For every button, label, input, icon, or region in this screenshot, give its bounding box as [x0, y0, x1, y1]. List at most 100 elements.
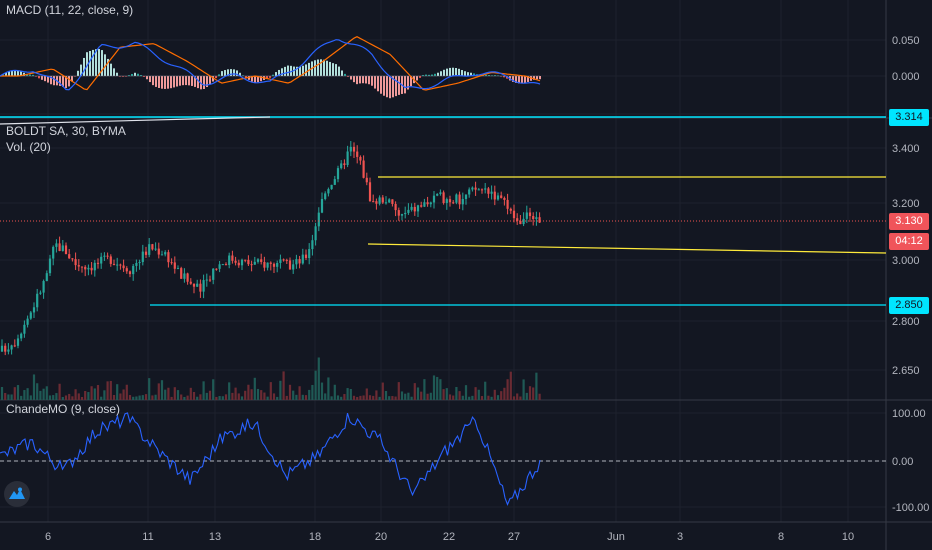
candle-body	[29, 312, 32, 319]
candle-body	[71, 258, 74, 260]
candle-body	[205, 279, 208, 281]
volume-bar	[352, 395, 356, 400]
macd-histogram-bar	[389, 76, 391, 99]
volume-bar	[144, 394, 148, 400]
macd-histogram-bar	[329, 61, 331, 76]
macd-histogram-bar	[224, 70, 226, 76]
volume-bar	[196, 396, 199, 400]
candle-body	[64, 245, 68, 255]
candle-body	[266, 262, 269, 268]
volume-bar	[20, 395, 23, 400]
volume-bar	[45, 386, 48, 400]
volume-bar	[103, 390, 106, 400]
volume-bars	[0, 357, 541, 400]
candle-body	[215, 268, 218, 270]
candle-body	[340, 163, 343, 169]
candle-body	[282, 259, 285, 261]
macd-histogram-bar	[158, 76, 160, 88]
candle-body	[509, 208, 512, 211]
candle-body	[397, 210, 400, 216]
macd-histogram-bar	[320, 59, 322, 76]
macd-histogram-bar	[77, 70, 79, 76]
macd-histogram-bar	[62, 76, 64, 87]
candle-body	[352, 146, 356, 152]
macd-histogram-bar	[26, 73, 28, 76]
time-tick-label: 10	[842, 531, 854, 543]
volume-bar	[384, 390, 388, 400]
volume-bar	[256, 388, 260, 400]
candle-body	[279, 259, 282, 263]
candle-body	[487, 188, 490, 194]
candle-body	[394, 203, 397, 211]
macd-histogram-bar	[383, 76, 385, 96]
macd-histogram-bar	[365, 76, 367, 84]
macd-histogram-bar	[191, 76, 193, 86]
macd-histogram-bar	[65, 76, 67, 89]
candle-body	[196, 283, 199, 287]
candle-body	[423, 202, 426, 207]
macd-histogram-bar	[533, 76, 535, 80]
macd-histogram-bar	[515, 76, 517, 83]
macd-histogram-bar	[260, 76, 262, 82]
candle-body	[359, 156, 362, 161]
candle-body	[106, 255, 109, 257]
volume-bar	[330, 396, 333, 400]
macd-histogram-bar	[356, 76, 358, 85]
macd-tick-label: 0.000	[892, 71, 920, 83]
macd-histogram-bar	[8, 71, 10, 76]
volume-bar	[212, 379, 215, 400]
macd-tick-label: 0.050	[892, 35, 920, 47]
volume-bar	[269, 382, 272, 400]
candle-body	[61, 245, 64, 251]
volume-bar	[372, 395, 375, 400]
volume-bar	[343, 394, 346, 400]
macd-histogram-bar	[422, 75, 424, 76]
candle-body	[292, 264, 295, 270]
volume-bar	[333, 384, 336, 400]
volume-bar	[493, 389, 496, 400]
cmo-line	[0, 412, 541, 506]
volume-bar	[151, 395, 154, 400]
candle-body	[330, 184, 333, 190]
macd-histogram-bar	[380, 76, 382, 94]
candle-body	[167, 252, 170, 263]
candle-body	[512, 210, 516, 219]
symbol-title[interactable]: BOLDT SA, 30, BYMA	[6, 124, 126, 138]
macd-histogram-bar	[182, 76, 184, 86]
volume-bar	[180, 394, 183, 400]
time-tick-label: 27	[508, 531, 520, 543]
candle-body	[74, 259, 77, 266]
macd-histogram-bar	[32, 74, 34, 76]
candle-body	[52, 246, 55, 259]
candle-body	[7, 349, 10, 352]
macd-histogram-bar	[149, 76, 151, 83]
macd-histogram-bar	[68, 76, 70, 87]
volume-bar	[160, 380, 164, 400]
macd-histogram-bar	[143, 76, 145, 77]
volume-bar	[135, 396, 138, 400]
candle-body	[439, 192, 442, 194]
candle-body	[416, 205, 420, 212]
candle-body	[381, 197, 384, 203]
volume-bar	[0, 387, 4, 400]
candle-body	[388, 199, 391, 203]
candle-body	[455, 194, 458, 203]
candle-body	[55, 243, 58, 247]
macd-histogram-bar	[512, 76, 514, 82]
volume-bar	[116, 384, 119, 400]
candle-body	[317, 212, 320, 227]
macd-histogram-bar	[89, 50, 91, 76]
tradingview-logo-icon[interactable]	[4, 481, 30, 507]
macd-histogram-bar	[278, 69, 280, 76]
volume-bar	[295, 394, 298, 400]
macd-histogram-bar	[176, 76, 178, 87]
candle-body	[125, 268, 128, 272]
candle-body	[320, 199, 324, 213]
candle-body	[442, 192, 445, 203]
candle-body	[295, 259, 298, 265]
candle-body	[471, 187, 474, 190]
macd-histogram-bar	[164, 76, 166, 89]
volume-bar	[199, 394, 202, 400]
macd-histogram-bar	[500, 76, 502, 77]
volume-bar	[48, 395, 52, 400]
